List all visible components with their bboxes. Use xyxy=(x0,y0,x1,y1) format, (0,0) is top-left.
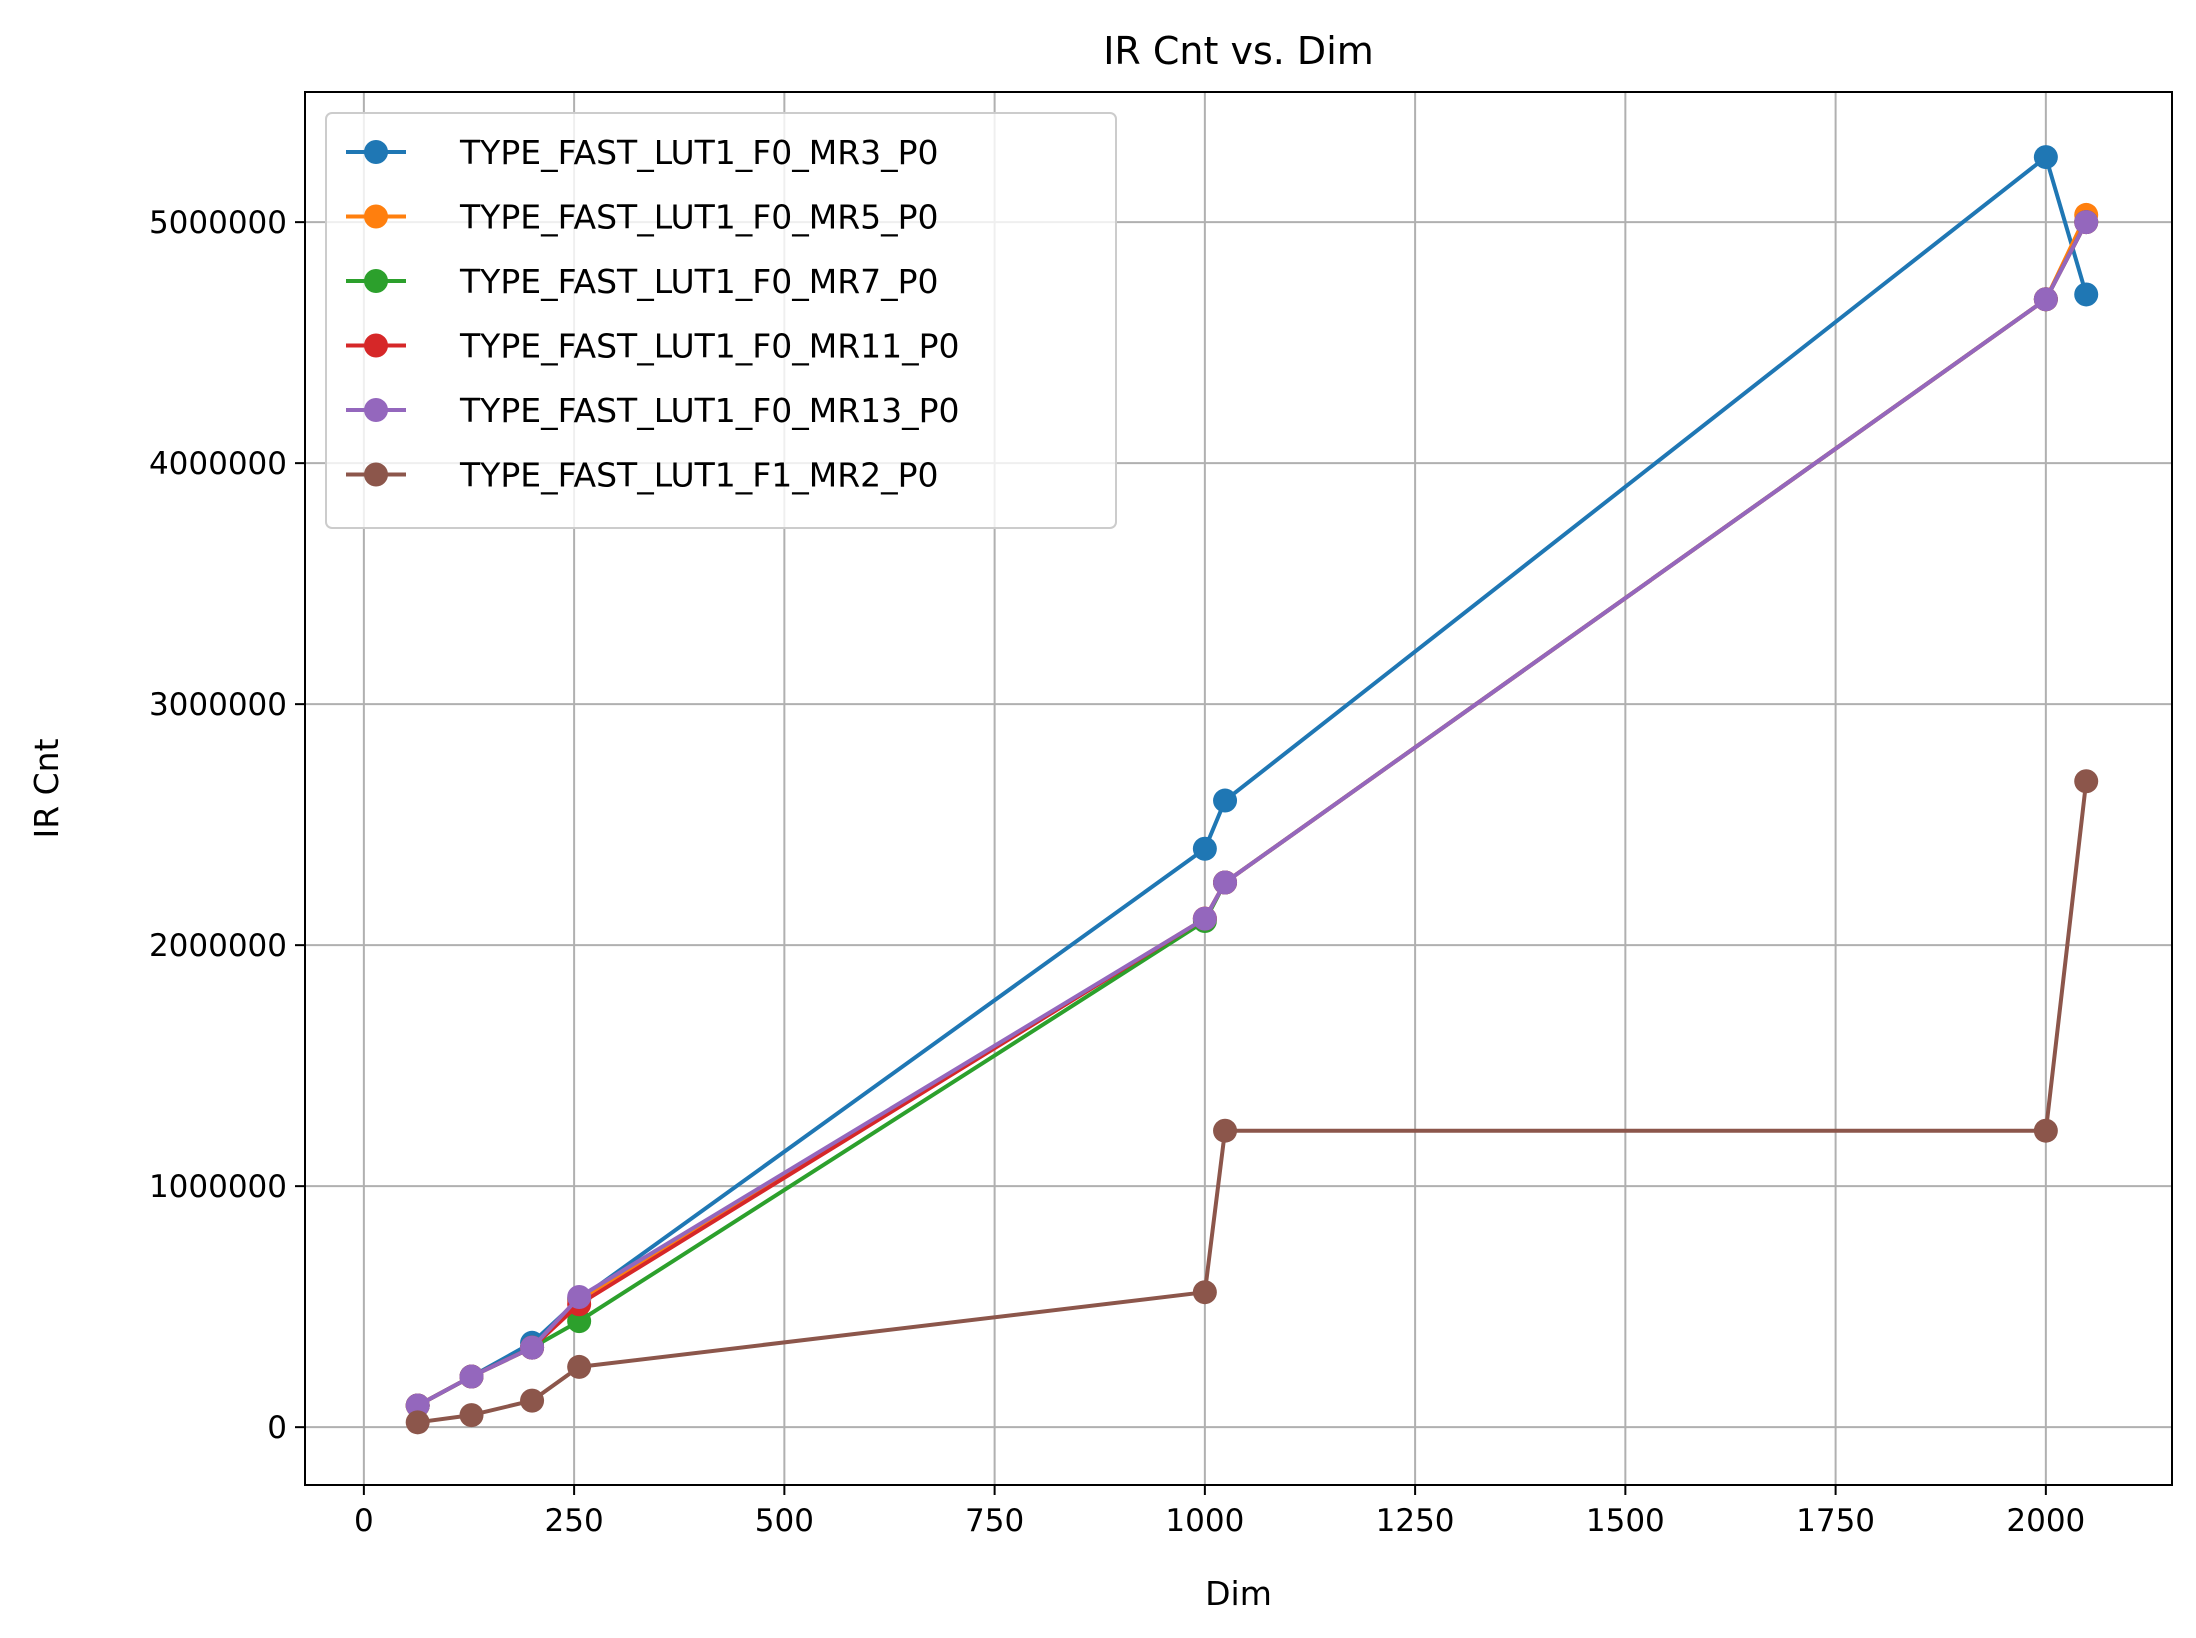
data-point xyxy=(459,1364,484,1389)
y-tick-label: 3000000 xyxy=(149,687,287,723)
x-axis-label: Dim xyxy=(1205,1574,1272,1613)
legend-marker xyxy=(364,333,388,358)
x-tick-label: 500 xyxy=(755,1503,814,1539)
data-point xyxy=(520,1335,545,1360)
x-tick-label: 1500 xyxy=(1586,1503,1665,1539)
data-point xyxy=(2074,282,2099,307)
series-6 xyxy=(405,769,2099,1435)
legend-item: TYPE_FAST_LUT1_F1_MR2_P0 xyxy=(346,456,939,495)
legend-label: TYPE_FAST_LUT1_F0_MR13_P0 xyxy=(459,391,960,430)
legend-label: TYPE_FAST_LUT1_F1_MR2_P0 xyxy=(459,456,939,495)
chart-title: IR Cnt vs. Dim xyxy=(1103,29,1374,73)
legend-item: TYPE_FAST_LUT1_F0_MR5_P0 xyxy=(346,198,939,237)
legend-label: TYPE_FAST_LUT1_F0_MR5_P0 xyxy=(459,198,939,237)
legend-label: TYPE_FAST_LUT1_F0_MR11_P0 xyxy=(459,327,960,366)
y-tick-label: 5000000 xyxy=(149,205,287,241)
legend-marker xyxy=(364,269,388,293)
data-point xyxy=(1192,836,1217,861)
legend-marker xyxy=(364,204,388,229)
data-point xyxy=(567,1354,592,1379)
legend-box xyxy=(325,112,1117,529)
legend-item: TYPE_FAST_LUT1_F0_MR11_P0 xyxy=(346,327,960,366)
y-tick-label: 1000000 xyxy=(149,1169,287,1205)
data-point xyxy=(1213,788,1238,813)
data-point xyxy=(1213,1118,1238,1143)
y-tick-label: 4000000 xyxy=(149,446,287,482)
data-point xyxy=(520,1388,545,1413)
legend-item: TYPE_FAST_LUT1_F0_MR7_P0 xyxy=(346,262,939,301)
data-point xyxy=(567,1285,592,1310)
x-tick-label: 2000 xyxy=(2006,1503,2085,1539)
data-point xyxy=(2033,1118,2058,1143)
series-5 xyxy=(405,210,2099,1418)
y-tick-label: 2000000 xyxy=(149,928,287,964)
x-tick-label: 1750 xyxy=(1796,1503,1875,1539)
data-point xyxy=(405,1393,430,1418)
data-point xyxy=(567,1309,592,1334)
legend-label: TYPE_FAST_LUT1_F0_MR3_P0 xyxy=(459,133,939,172)
legend-item: TYPE_FAST_LUT1_F0_MR13_P0 xyxy=(346,391,960,430)
data-point xyxy=(1213,870,1238,895)
x-tick-label: 0 xyxy=(354,1503,374,1539)
legend-item: TYPE_FAST_LUT1_F0_MR3_P0 xyxy=(346,133,939,172)
legend-label: TYPE_FAST_LUT1_F0_MR7_P0 xyxy=(459,262,939,301)
data-point xyxy=(1192,906,1217,931)
legend-marker xyxy=(364,398,388,422)
data-point xyxy=(2033,287,2058,312)
y-axis-label: IR Cnt xyxy=(27,738,66,838)
legend: TYPE_FAST_LUT1_F0_MR3_P0 TYPE_FAST_LUT1_F… xyxy=(325,112,1117,529)
legend-marker xyxy=(364,140,388,164)
data-point xyxy=(1192,1280,1217,1305)
data-point xyxy=(459,1403,484,1428)
x-tick-label: 750 xyxy=(965,1503,1024,1539)
x-tick-label: 250 xyxy=(545,1503,604,1539)
data-point xyxy=(2074,769,2099,794)
x-tick-label: 1250 xyxy=(1376,1503,1455,1539)
series xyxy=(405,145,2099,1435)
data-point xyxy=(2033,145,2058,170)
x-tick-label: 1000 xyxy=(1165,1503,1244,1539)
data-point xyxy=(405,1410,430,1435)
data-point xyxy=(2074,210,2099,235)
y-tick-label: 0 xyxy=(267,1410,287,1446)
axis-ticks: 0 250 500 750 1000 1250 1500 1750 2000 0 1000000 20… xyxy=(149,205,2085,1539)
plot-frame xyxy=(304,91,2173,1486)
legend-marker xyxy=(364,462,388,487)
